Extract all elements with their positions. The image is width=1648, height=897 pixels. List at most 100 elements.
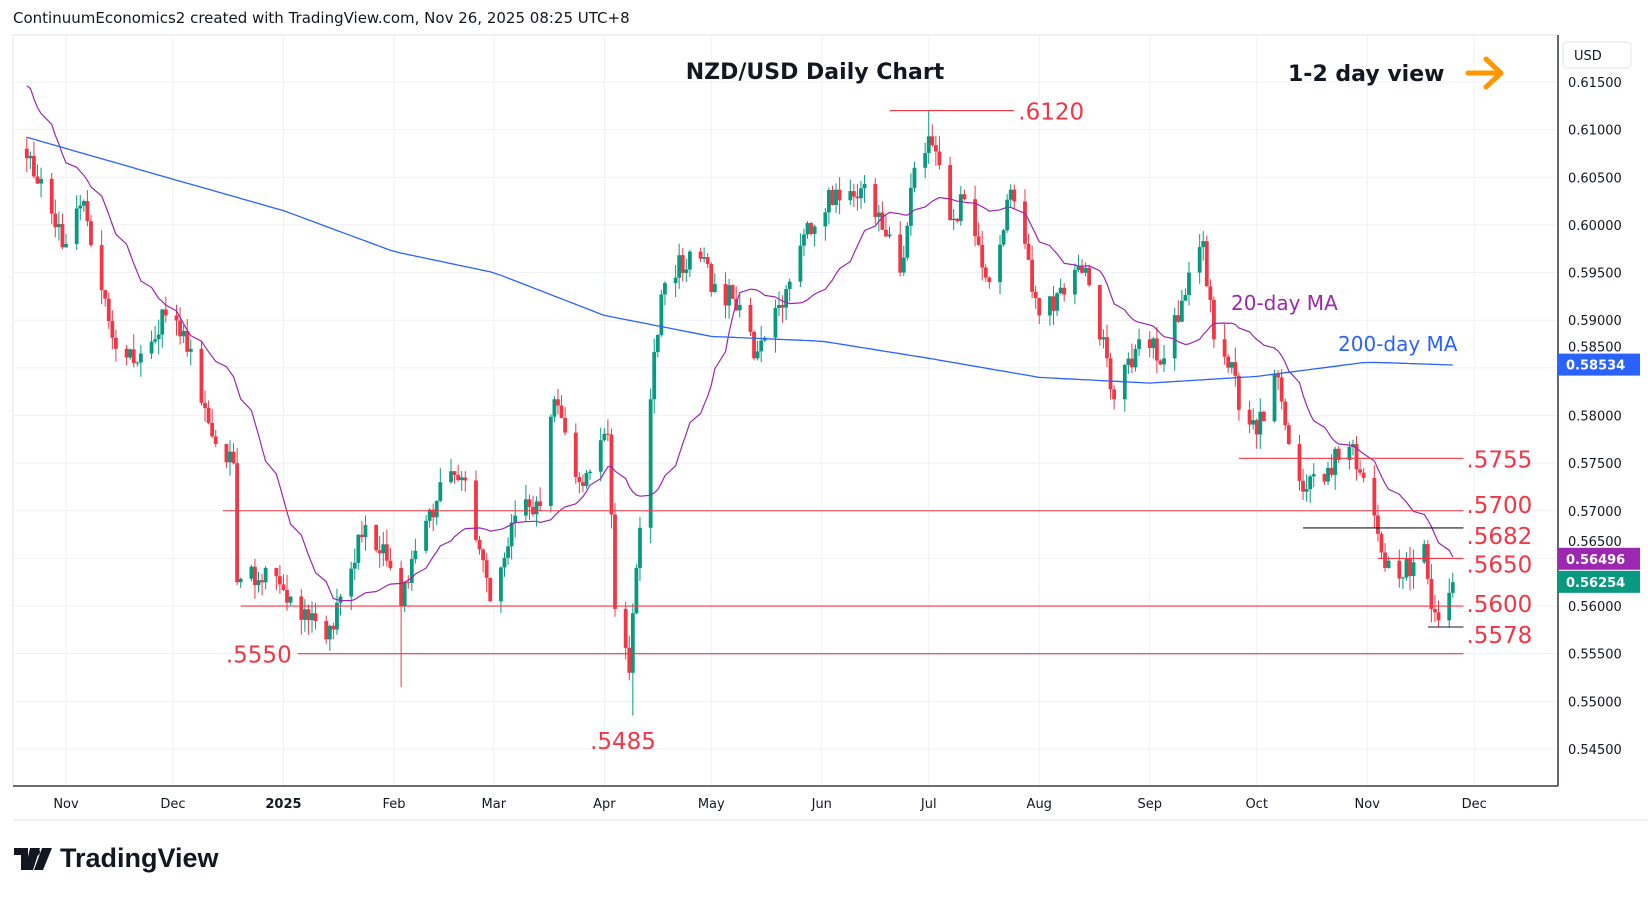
candle-body <box>477 539 482 550</box>
candle-body <box>174 315 179 321</box>
candle-body <box>449 471 453 483</box>
candle-body <box>926 136 931 154</box>
candle-body <box>634 567 639 614</box>
candle-body <box>1126 358 1131 366</box>
candle-body <box>285 590 289 603</box>
candle-body <box>356 534 361 563</box>
candle-body <box>1247 409 1252 425</box>
candle-body <box>1101 337 1106 340</box>
candle-body <box>652 352 657 400</box>
candle-body <box>474 480 478 540</box>
candle-body <box>755 351 760 359</box>
level-label: .5755 <box>1466 447 1532 473</box>
candle-body <box>49 178 54 214</box>
candle-body <box>106 298 111 322</box>
y-tick-label: 0.56000 <box>1568 600 1622 615</box>
candle-body <box>812 226 817 234</box>
candle-body <box>1087 267 1092 286</box>
candle-body <box>210 422 215 437</box>
candle-body <box>912 167 917 188</box>
candle-body <box>352 562 357 569</box>
candle-body <box>181 330 186 337</box>
candle-body <box>573 432 578 477</box>
candle-body <box>830 190 835 206</box>
candle-body <box>1158 360 1163 365</box>
candle-body <box>1197 247 1202 273</box>
price-badge <box>1558 353 1640 376</box>
candle-body <box>1072 269 1077 295</box>
candle-body <box>1254 420 1259 435</box>
candle-body <box>388 560 393 568</box>
candle-body <box>1311 474 1316 477</box>
candle-body <box>1258 411 1263 435</box>
candle-body <box>81 201 86 206</box>
currency-label: USD <box>1574 49 1602 64</box>
candle-body <box>89 221 93 246</box>
candle-body <box>281 584 286 591</box>
candle-body <box>773 308 778 338</box>
candle-body <box>873 183 878 217</box>
candle-body <box>278 576 282 585</box>
candle-body <box>702 257 707 259</box>
candle-body <box>384 544 389 561</box>
candle-body <box>1351 444 1355 447</box>
x-tick-label: Mar <box>482 797 507 812</box>
candle-body <box>1329 467 1334 475</box>
candle-body <box>837 189 842 201</box>
candle-body <box>712 283 717 293</box>
candle-body <box>909 187 913 226</box>
candle-body <box>199 348 204 403</box>
x-tick-label: Sep <box>1138 797 1163 812</box>
candle-body <box>335 602 339 630</box>
candle-body <box>623 608 628 648</box>
candle-body <box>188 348 193 352</box>
candle-body <box>1026 243 1031 260</box>
candle-body <box>673 277 678 284</box>
candle-body <box>962 194 967 200</box>
candle-body <box>53 213 58 228</box>
level-label: .5600 <box>1466 592 1532 618</box>
candle-body <box>235 463 240 583</box>
candle-body <box>203 402 207 409</box>
candle-body <box>74 208 79 244</box>
candle-body <box>484 560 489 578</box>
price-badge <box>1558 570 1640 593</box>
candle-body <box>534 501 539 515</box>
candle-body <box>1301 480 1305 492</box>
candle-body <box>434 500 439 518</box>
candle-body <box>876 212 881 217</box>
candles <box>24 110 1455 716</box>
tradingview-logo[interactable]: TradingView <box>14 843 219 874</box>
candle-body <box>1154 338 1159 361</box>
candle-body <box>327 625 332 640</box>
candle-body <box>884 229 888 237</box>
candle-body <box>1208 286 1213 300</box>
candle-body <box>1062 287 1067 295</box>
candle-body <box>377 550 382 554</box>
candle-body <box>659 294 664 336</box>
candle-body <box>302 609 307 620</box>
candle-body <box>1023 201 1027 244</box>
candle-body <box>1347 446 1352 460</box>
candle-body <box>563 417 567 433</box>
candle-body <box>1037 298 1042 316</box>
candle-body <box>163 309 168 316</box>
price-badge-text: 0.58534 <box>1566 359 1625 374</box>
view-label: 1-2 day view <box>1288 62 1444 87</box>
candle-body <box>274 567 279 577</box>
candle-body <box>698 251 703 259</box>
candle-body <box>787 281 792 290</box>
brand-name: TradingView <box>60 843 219 873</box>
candle-body <box>324 620 329 640</box>
candle-body <box>409 559 414 583</box>
candle-body <box>1411 562 1416 576</box>
candle-body <box>630 613 635 673</box>
candle-body <box>998 244 1002 283</box>
y-tick-label: 0.58000 <box>1568 409 1622 424</box>
candle-body <box>438 482 443 501</box>
candle-body <box>655 335 660 353</box>
candle-body <box>1261 411 1266 422</box>
candle-body <box>499 567 503 602</box>
candle-body <box>513 515 518 523</box>
